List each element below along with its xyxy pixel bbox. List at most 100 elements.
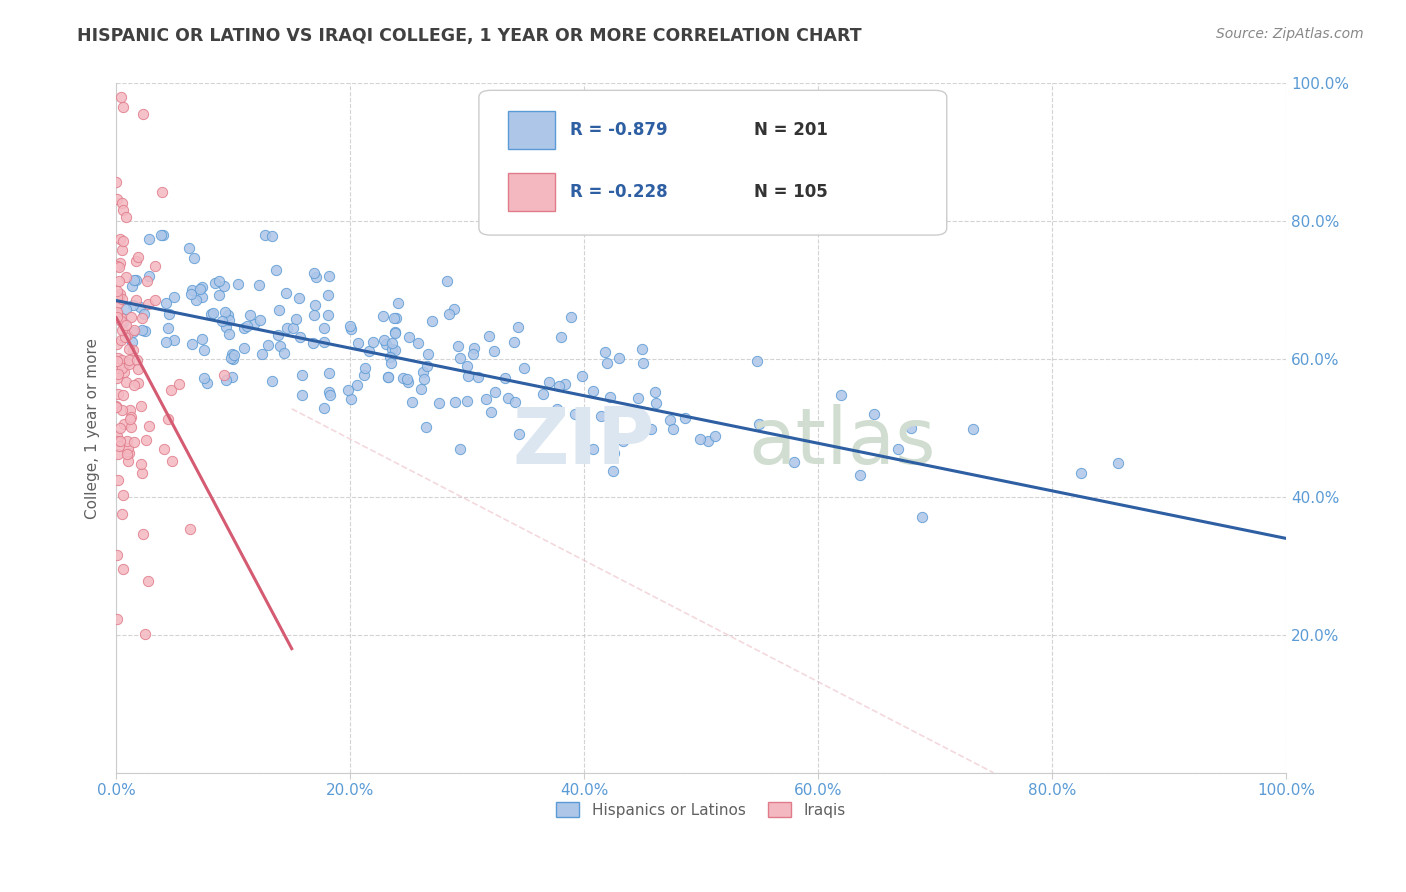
Point: [118, 342, 141, 356]
Point: [108, 421, 131, 435]
Point: [340, 392, 363, 407]
Legend: Hispanics or Latinos, Iraqis: Hispanics or Latinos, Iraqis: [550, 796, 852, 823]
Point: [353, 368, 375, 382]
Point: [105, 364, 128, 378]
Point: [160, 453, 183, 467]
Point: [132, 307, 155, 321]
Point: [436, 274, 458, 288]
Point: [285, 312, 308, 326]
Point: [221, 346, 243, 360]
Point: [264, 263, 287, 277]
Point: [571, 369, 593, 384]
Point: [183, 251, 205, 265]
Point: [188, 282, 211, 296]
Point: [396, 372, 419, 386]
Point: [288, 330, 311, 344]
Point: [112, 562, 135, 576]
Point: [254, 228, 277, 243]
Point: [105, 192, 128, 206]
Point: [111, 388, 134, 402]
Point: [312, 401, 335, 415]
Point: [420, 314, 443, 328]
Point: [478, 329, 501, 343]
Point: [247, 277, 270, 292]
Point: [117, 441, 139, 455]
Point: [496, 391, 519, 405]
Point: [281, 320, 304, 334]
Point: [222, 352, 245, 367]
Point: [696, 434, 718, 449]
Point: [373, 334, 395, 348]
Point: [659, 413, 682, 427]
Point: [112, 417, 135, 431]
Point: [633, 415, 655, 429]
Point: [111, 360, 134, 375]
Point: [392, 371, 415, 385]
Point: [273, 346, 295, 360]
Point: [512, 360, 534, 375]
Point: [318, 385, 340, 400]
Point: [117, 434, 139, 449]
Point: [136, 297, 159, 311]
Point: [111, 244, 134, 258]
Point: [134, 324, 156, 338]
Point: [124, 377, 146, 392]
Point: [564, 407, 586, 421]
Point: [190, 290, 212, 304]
Point: [112, 366, 135, 380]
Point: [115, 327, 138, 342]
Point: [117, 454, 139, 468]
Point: [111, 323, 134, 337]
Text: N = 201: N = 201: [754, 121, 828, 139]
Point: [218, 327, 240, 342]
Point: [191, 332, 214, 346]
Point: [443, 302, 465, 317]
Point: [645, 396, 668, 410]
Point: [162, 333, 184, 347]
Point: [179, 522, 201, 536]
Point: [1070, 466, 1092, 480]
Text: N = 105: N = 105: [754, 184, 828, 202]
Point: [111, 196, 134, 211]
Point: [377, 370, 399, 384]
Point: [105, 336, 128, 351]
Point: [110, 314, 132, 328]
Point: [105, 290, 128, 304]
Point: [602, 464, 624, 478]
Point: [429, 396, 451, 410]
Point: [218, 313, 240, 327]
Point: [118, 403, 141, 417]
Point: [125, 353, 148, 368]
Point: [138, 419, 160, 434]
Point: [340, 321, 363, 335]
Point: [503, 394, 526, 409]
Point: [384, 311, 406, 326]
Point: [384, 325, 406, 339]
Point: [110, 232, 132, 246]
FancyBboxPatch shape: [508, 173, 555, 211]
Point: [143, 293, 166, 307]
Point: [136, 574, 159, 588]
Point: [593, 345, 616, 359]
Point: [415, 419, 437, 434]
Point: [111, 100, 134, 114]
Point: [105, 259, 128, 273]
Point: [152, 228, 174, 243]
Point: [673, 410, 696, 425]
Point: [373, 309, 395, 323]
Point: [316, 309, 339, 323]
Point: [384, 326, 406, 340]
Point: [494, 371, 516, 385]
Point: [121, 334, 143, 349]
Point: [155, 334, 177, 349]
Point: [274, 286, 297, 301]
Point: [354, 360, 377, 375]
Point: [195, 376, 218, 391]
Point: [467, 370, 489, 384]
Point: [153, 442, 176, 456]
Point: [121, 325, 143, 339]
Point: [456, 393, 478, 408]
Point: [127, 376, 149, 391]
Point: [531, 387, 554, 401]
Point: [887, 442, 910, 457]
